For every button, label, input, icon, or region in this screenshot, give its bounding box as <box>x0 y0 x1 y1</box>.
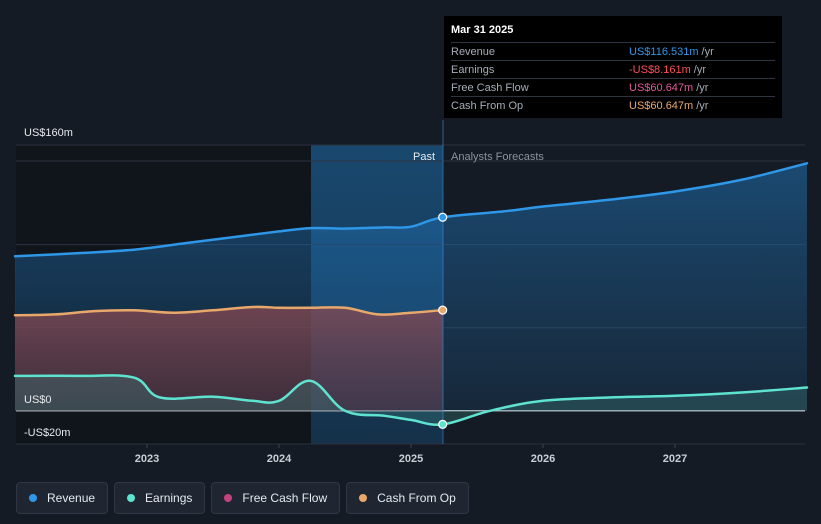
revenue-line <box>13 162 809 258</box>
tooltip-unit: /yr <box>696 81 709 94</box>
legend-dot-icon <box>127 494 136 502</box>
earnings-marker <box>438 419 448 429</box>
forecast-label: Analysts Forecasts <box>451 151 544 163</box>
tooltip-row-free-cash-flow: Free Cash Flow US$60.647m /yr <box>451 78 775 96</box>
data-tooltip: Mar 31 2025 Revenue US$116.531m /yr Earn… <box>444 16 782 118</box>
x-tick-label: 2027 <box>663 453 687 465</box>
legend-dot-icon <box>359 494 368 502</box>
legend-item-revenue[interactable]: Revenue <box>16 482 109 514</box>
legend-dot-icon <box>29 494 37 502</box>
tooltip-unit: /yr <box>696 99 709 112</box>
tooltip-value: -US$8.161m <box>629 63 691 76</box>
x-tick-label: 2026 <box>531 453 555 465</box>
tooltip-row-revenue: Revenue US$116.531m /yr <box>451 42 775 60</box>
cash-from-op-marker <box>438 305 448 315</box>
earnings-line <box>13 374 809 426</box>
cash-from-op-area <box>15 306 443 411</box>
series-areas <box>15 163 807 425</box>
x-tick-label: 2024 <box>267 453 292 465</box>
legend-label: Cash From Op <box>377 491 456 505</box>
y-axis-labels: US$160m US$0 -US$20m <box>24 127 73 439</box>
tooltip-label: Revenue <box>451 45 496 58</box>
revenue-marker <box>438 212 448 222</box>
legend-item-free-cash-flow[interactable]: Free Cash Flow <box>211 482 341 514</box>
tooltip-label: Cash From Op <box>451 99 524 112</box>
tooltip-value: US$60.647m <box>629 81 694 94</box>
series-lines <box>13 162 809 426</box>
legend-label: Earnings <box>145 491 193 505</box>
tooltip-unit: /yr <box>693 63 706 76</box>
legend-dot-icon <box>224 494 233 502</box>
chart-legend: Revenue Earnings Free Cash Flow Cash Fro… <box>16 482 469 516</box>
x-tick-label: 2023 <box>135 453 159 465</box>
legend-item-earnings[interactable]: Earnings <box>114 482 206 514</box>
cash-from-op-line <box>13 305 444 317</box>
legend-label: Free Cash Flow <box>242 491 328 505</box>
y-tick-label: US$0 <box>24 394 52 406</box>
y-tick-label: US$160m <box>24 127 73 139</box>
tooltip-value: US$60.647m <box>629 99 694 112</box>
x-axis-labels: 2023 2024 2025 2026 2027 <box>135 444 687 465</box>
tooltip-value: US$116.531m <box>629 45 699 58</box>
tooltip-label: Free Cash Flow <box>451 81 529 94</box>
earnings-area <box>15 375 807 425</box>
tooltip-label: Earnings <box>451 63 495 76</box>
tooltip-row-earnings: Earnings -US$8.161m /yr <box>451 60 775 78</box>
series-markers <box>438 212 448 429</box>
tooltip-date: Mar 31 2025 <box>451 24 514 36</box>
past-label: Past <box>413 151 435 163</box>
legend-item-cash-from-op[interactable]: Cash From Op <box>346 482 469 514</box>
tooltip-unit: /yr <box>701 45 714 58</box>
y-tick-label: -US$20m <box>24 427 70 439</box>
x-tick-label: 2025 <box>399 453 423 465</box>
tooltip-row-cash-from-op: Cash From Op US$60.647m /yr <box>451 96 775 114</box>
legend-label: Revenue <box>47 491 96 505</box>
